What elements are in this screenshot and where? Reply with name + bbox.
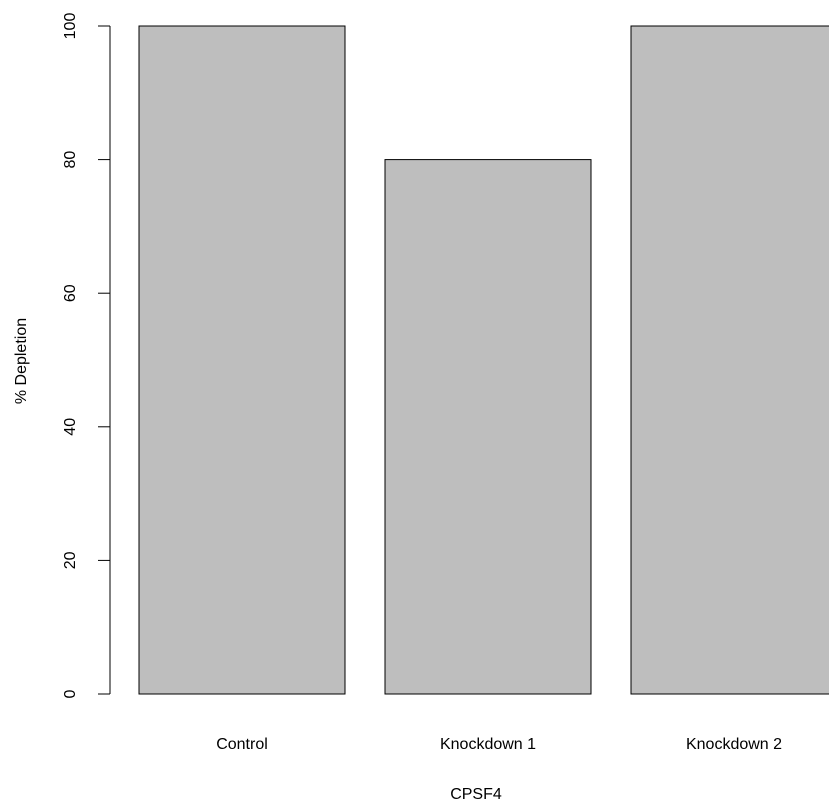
x-tick-label-knockdown-2: Knockdown 2 [686,736,782,753]
x-tick-label-knockdown-1: Knockdown 1 [440,736,536,753]
x-tick-label-control: Control [216,736,268,753]
y-tick-label-40: 40 [62,418,79,436]
y-axis: 0 20 40 60 80 100 [62,13,111,698]
y-tick-label-80: 80 [62,151,79,169]
bar-knockdown-1 [384,159,592,695]
y-tick-label-60: 60 [62,284,79,302]
bars-layer [138,25,829,695]
bar-control [138,25,346,695]
bar-knockdown-2 [630,25,829,695]
x-axis-labels: Control Knockdown 1 Knockdown 2 [216,736,782,753]
y-tick-label-20: 20 [62,551,79,569]
x-axis-title: CPSF4 [450,786,502,803]
y-tick-label-0: 0 [62,689,79,698]
y-axis-title: % Depletion [13,318,30,404]
y-tick-label-100: 100 [62,13,79,40]
